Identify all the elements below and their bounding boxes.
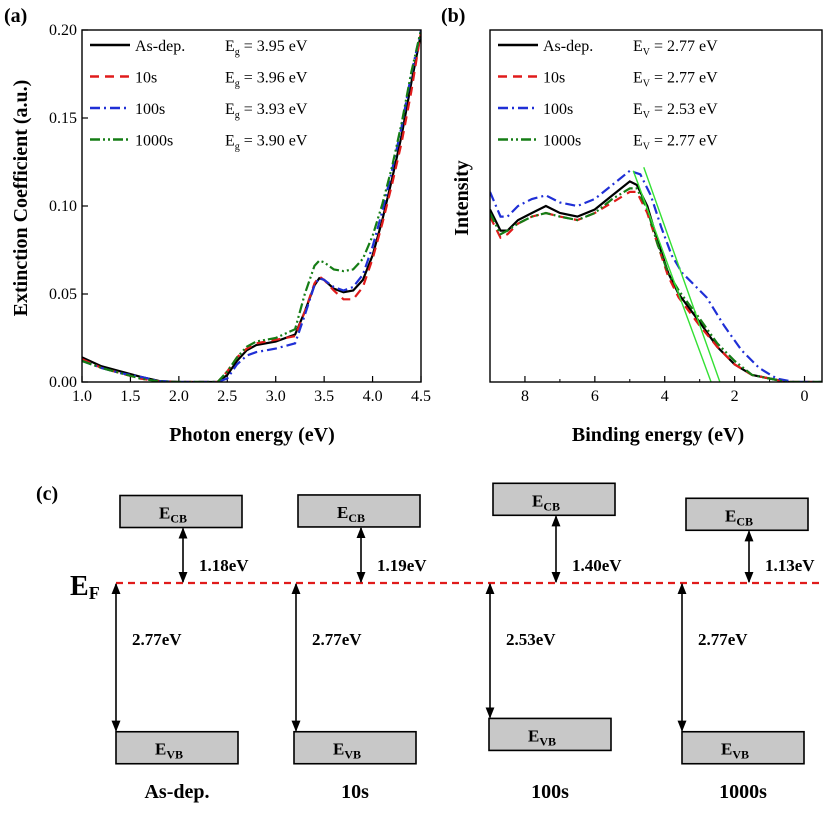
cb-gap-label-3: 1.13eV [765, 556, 815, 575]
cb-gap-label-0: 1.18eV [199, 556, 249, 575]
a-x-tick-label: 2.5 [217, 388, 237, 405]
cb-gap-label-1: 1.19eV [377, 556, 427, 575]
cb-label-2: ECB [532, 491, 560, 513]
vb-gap-label-0: 2.77eV [132, 630, 182, 649]
vb-gap-label-2: 2.53eV [506, 630, 556, 649]
a-series-line-3 [82, 30, 421, 382]
b-series-line-1 [490, 190, 822, 382]
cb-gap-label-2: 1.40eV [572, 556, 622, 575]
a-x-tick-label: 1.0 [72, 388, 92, 405]
panel-b-label: (b) [441, 5, 465, 27]
b-x-tick-label: 8 [521, 388, 529, 405]
a-legend-label-3: 1000s [135, 133, 173, 150]
vb-box-1 [293, 730, 417, 765]
vb-box-0 [115, 730, 239, 765]
panel-c-label: (c) [36, 483, 58, 505]
b-legend-note-1: EV = 2.77 eV [633, 70, 718, 90]
a-legend-note-1: Eg = 3.96 eV [225, 70, 308, 90]
panel-a-y-axis-title: Extinction Coefficient (a.u.) [10, 80, 32, 317]
a-y-tick-label: 0.00 [49, 374, 77, 391]
a-x-tick-label: 2.0 [169, 388, 189, 405]
b-legend-note-0: EV = 2.77 eV [633, 38, 718, 58]
b-x-tick-label: 6 [591, 388, 599, 405]
a-x-tick-label: 1.5 [120, 388, 140, 405]
a-y-tick-label: 0.05 [49, 286, 77, 303]
cb-box-0 [119, 494, 243, 529]
a-y-tick-label: 0.20 [49, 22, 77, 39]
panel-a-plot-area: 1.0 1.5 2.0 2.5 3.0 3.5 4.0 4.5 0.00 0.05 0.10 0.15… [49, 22, 431, 405]
a-x-tick-label: 3.5 [314, 388, 334, 405]
a-y-tick-label: 0.15 [49, 110, 77, 127]
a-legend-note-2: Eg = 3.93 eV [225, 101, 308, 121]
a-legend-label-2: 100s [135, 101, 165, 118]
band-diagram: EF ECB EVB 1.18eV 2.77eV As-dep. ECB EVB 1.19eV 2… [70, 482, 822, 803]
a-legend-label-1: 10s [135, 70, 157, 87]
vb-gap-label-3: 2.77eV [698, 630, 748, 649]
panel-b-x-axis-title: Binding energy (eV) [572, 424, 744, 446]
a-x-tick-label: 3.0 [266, 388, 286, 405]
panel-a-x-axis-title: Photon energy (eV) [169, 424, 335, 446]
b-series-line-2 [490, 169, 822, 382]
b-x-tick-label: 4 [661, 388, 669, 405]
b-fit-line-1 [643, 167, 721, 382]
a-legend-note-3: Eg = 3.90 eV [225, 133, 308, 153]
vb-gap-label-1: 2.77eV [312, 630, 362, 649]
a-legend-note-0: Eg = 3.95 eV [225, 38, 308, 58]
b-fit-line-0 [632, 170, 712, 382]
vb-box-3 [681, 730, 805, 765]
panel-a-label: (a) [4, 5, 27, 27]
cb-label-0: ECB [159, 504, 187, 526]
b-legend-note-2: EV = 2.53 eV [633, 101, 718, 121]
vb-box-2 [488, 717, 612, 752]
b-legend-label-0: As-dep. [543, 38, 593, 55]
a-legend-label-0: As-dep. [135, 38, 185, 55]
b-legend-label-1: 10s [543, 70, 565, 87]
vb-label-0: EVB [155, 740, 183, 762]
cb-label-3: ECB [725, 506, 753, 528]
panel-a-chart: (a) 1.0 1.5 2.0 2.5 3.0 3.5 4.0 4.5 0.00 0.05 0.10… [4, 5, 431, 446]
a-y-tick-label: 0.10 [49, 198, 77, 215]
panel-b-y-axis-title: Intensity [451, 160, 473, 236]
b-series-line-3 [490, 187, 822, 382]
cb-box-1 [297, 494, 421, 528]
b-legend-label-2: 100s [543, 101, 573, 118]
sample-name-0: As-dep. [144, 781, 209, 803]
vb-label-1: EVB [333, 740, 361, 762]
sample-name-2: 100s [531, 781, 569, 803]
a-axes-frame [81, 29, 422, 383]
panel-b-plot-area: 8 6 4 2 0 As-dep. EV = 2.77 eV 10s EV = 2.77 eV 1… [489, 29, 823, 405]
sample-name-3: 1000s [719, 781, 767, 803]
panel-b-chart: (b) 8 6 4 2 0 As-dep. EV = 2.77 eV 10s EV = 2.77… [441, 5, 823, 446]
panel-c-band-diagram: (c) EF ECB EVB 1.18eV 2.77eV As-dep. ECB EVB 1.1… [36, 482, 822, 803]
cb-label-1: ECB [337, 503, 365, 525]
sample-name-1: 10s [341, 781, 369, 803]
vb-label-2: EVB [528, 726, 556, 748]
b-legend-label-3: 1000s [543, 133, 581, 150]
b-x-tick-label: 2 [731, 388, 739, 405]
b-axes-frame [489, 29, 823, 383]
b-x-tick-label: 0 [801, 388, 809, 405]
a-x-tick-label: 4.0 [363, 388, 383, 405]
vb-label-3: EVB [721, 740, 749, 762]
b-legend-note-3: EV = 2.77 eV [633, 133, 718, 153]
a-x-tick-label: 4.5 [411, 388, 431, 405]
cb-box-2 [492, 482, 616, 517]
fermi-level-label: EF [70, 571, 100, 603]
